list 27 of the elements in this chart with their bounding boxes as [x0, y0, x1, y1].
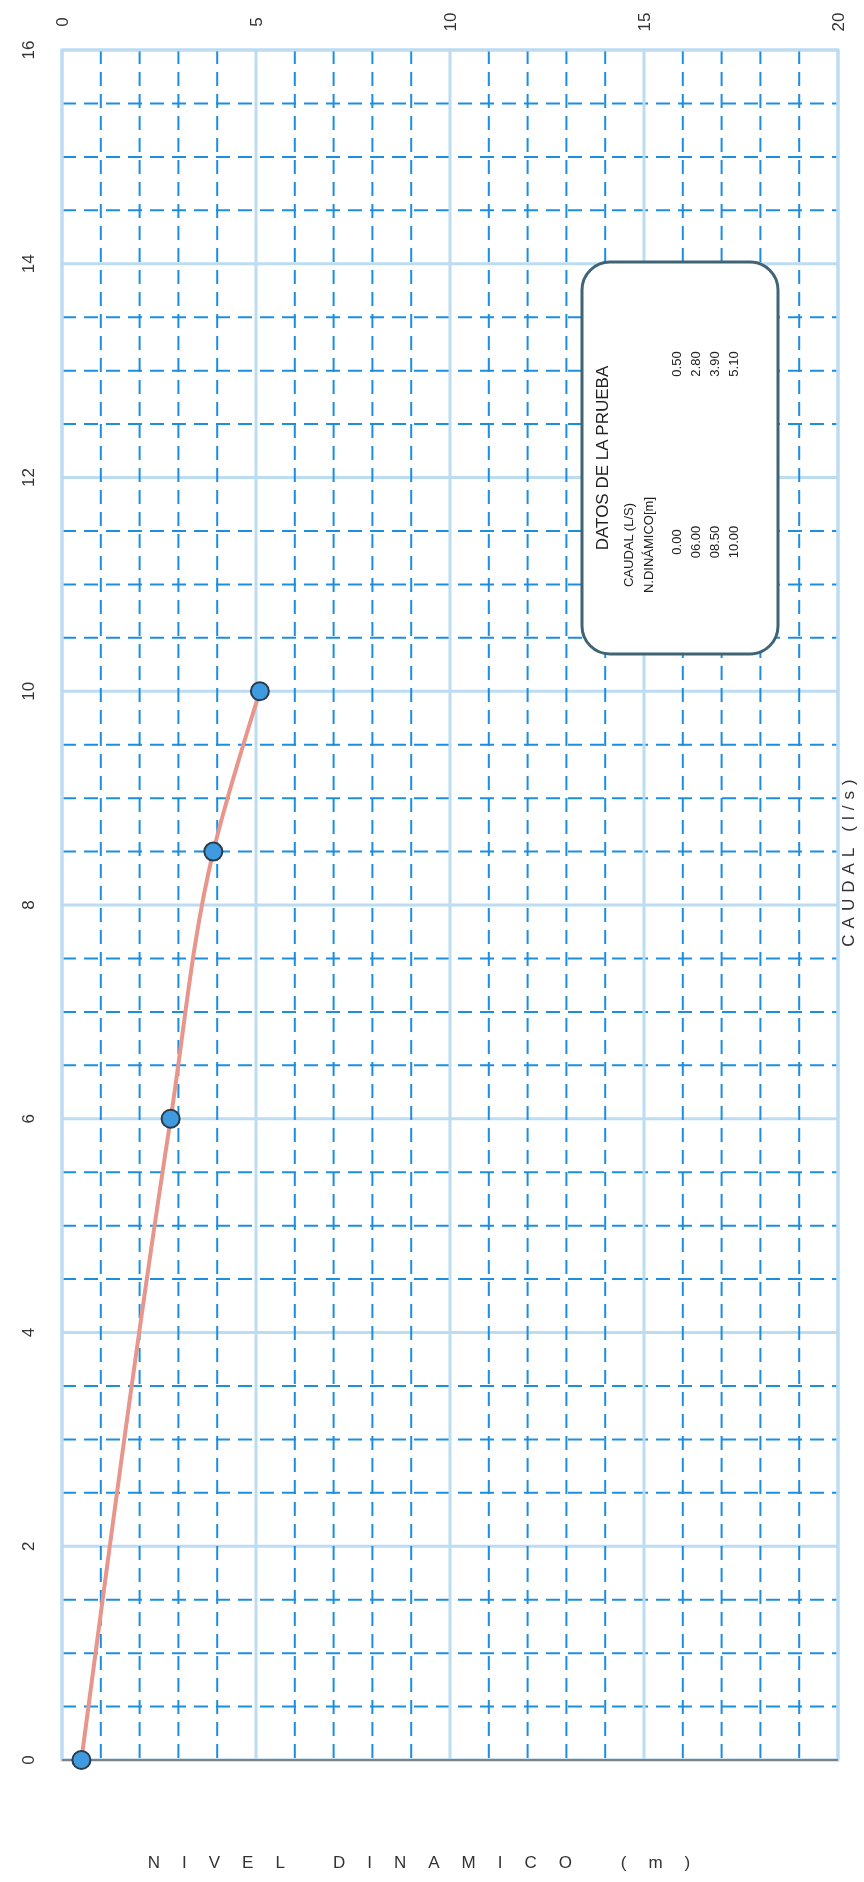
annotation: 08.50	[706, 525, 722, 559]
x-tick-label: 0	[52, 17, 72, 27]
y-tick-label: 0	[18, 1755, 38, 1765]
x-tick-label: 20	[828, 12, 848, 32]
x-tick-label: 15	[634, 12, 654, 32]
annotation: 0.00	[668, 529, 684, 555]
annotation: 5.10	[725, 351, 741, 377]
annotation: 3.90	[706, 351, 722, 377]
annotation: 0.50	[668, 351, 684, 377]
text: NIVEL DINAMICO (m)	[147, 1852, 713, 1872]
annotation: N.DINÁMICO[m]	[640, 496, 656, 594]
annotation: CAUDAL (L/S)	[620, 502, 636, 588]
y-tick-label: 12	[18, 468, 38, 487]
annotation: DATOS DE LA PRUEBA	[592, 365, 612, 551]
annotation: 06.00	[687, 525, 703, 559]
y-tick-label: 16	[18, 40, 38, 60]
x-tick-label: 10	[440, 12, 460, 32]
x-tick-label: 5	[246, 17, 266, 27]
y-tick-label: 6	[18, 1114, 38, 1124]
y-tick-label: 2	[18, 1541, 38, 1551]
annotation: 10.00	[725, 525, 741, 559]
y-tick-label: 10	[18, 681, 38, 701]
annotation: 2.80	[687, 351, 703, 377]
y-tick-label: 14	[18, 254, 38, 274]
y-tick-label: 4	[18, 1327, 38, 1338]
y-tick-label: 8	[18, 900, 38, 910]
y-axis-title: CAUDAL (l/s)	[838, 773, 858, 947]
